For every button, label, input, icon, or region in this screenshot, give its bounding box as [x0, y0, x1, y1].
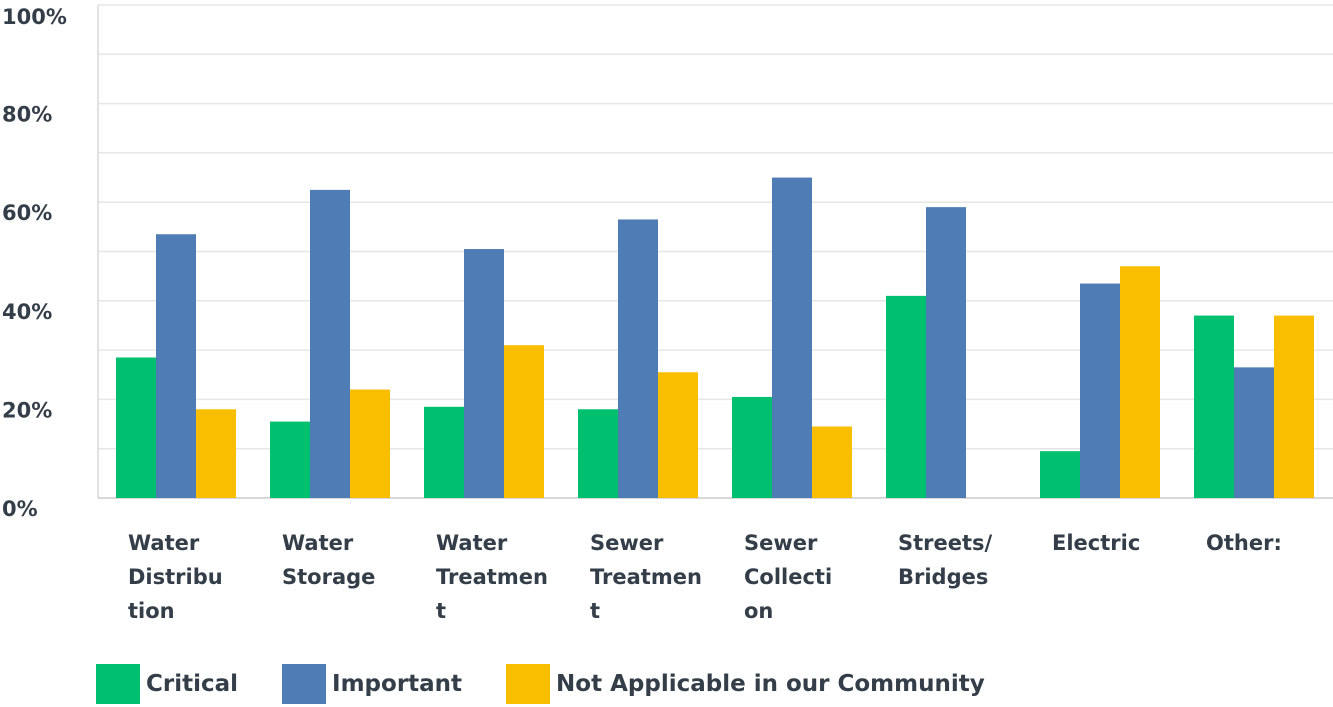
bar-important	[1080, 283, 1120, 498]
bar-chart-svg: 0%20%40%60%80%100%Water Distribu tionWater…	[2, 4, 1333, 623]
legend-swatch-important	[282, 664, 327, 704]
legend-label-important: Important	[332, 671, 463, 697]
bar-important	[1234, 367, 1274, 498]
bar-critical	[732, 396, 772, 498]
category-label: Water Treatmen t	[436, 531, 548, 623]
category-label: Streets/Bridges	[898, 531, 993, 589]
bar-critical	[578, 409, 618, 498]
category-label: Water Storage	[282, 531, 375, 589]
bar-not	[812, 426, 852, 498]
category-label-line: Other:	[1206, 531, 1282, 555]
category-label-line: Treatmen	[436, 565, 548, 589]
bar-critical	[116, 357, 156, 498]
category-label-line: t	[590, 599, 600, 623]
legend-swatch-critical	[96, 664, 140, 704]
category-label: Electric	[1052, 531, 1140, 555]
legend-item-critical: Critical	[96, 664, 238, 704]
bar-important	[618, 219, 658, 498]
y-tick-label: 40%	[2, 300, 52, 324]
y-tick-label: 100%	[2, 5, 67, 29]
bar-not	[196, 409, 236, 498]
bar-important	[156, 234, 196, 498]
legend-swatch-not-applicable	[506, 664, 551, 704]
category-label-line: Water	[436, 531, 508, 555]
bar-critical	[886, 295, 926, 498]
legend-item-not-applicable: Not Applicable in our Community	[506, 664, 985, 704]
category-label: Sewer Collecti on	[744, 531, 832, 623]
category-label-line: tion	[128, 599, 175, 623]
bar-not	[1120, 266, 1160, 498]
bar-not	[1274, 315, 1314, 498]
bar-important	[464, 249, 504, 498]
bar-important	[926, 207, 966, 498]
bar-not	[658, 372, 698, 498]
y-tick-label: 20%	[2, 398, 52, 422]
category-label-line: Water	[282, 531, 354, 555]
category-label-line: Bridges	[898, 565, 988, 589]
y-tick-label: 60%	[2, 201, 52, 225]
legend-label-critical: Critical	[146, 671, 239, 697]
bar-critical	[270, 421, 310, 498]
category-label-line: Water	[128, 531, 200, 555]
category-label: Water Distribu tion	[128, 531, 223, 623]
bar-not	[504, 345, 544, 498]
y-tick-label: 80%	[2, 103, 52, 127]
category-label-line: Sewer	[744, 531, 818, 555]
category-label: Sewer Treatmen t	[590, 531, 702, 623]
category-label: Other:	[1206, 531, 1282, 555]
bar-important	[772, 177, 812, 499]
category-label-line: t	[436, 599, 446, 623]
y-tick-label: 0%	[2, 497, 38, 521]
legend-item-important: Important	[282, 664, 462, 704]
bar-critical	[1194, 315, 1234, 498]
category-label-line: Distribu	[128, 565, 223, 589]
bar-not	[350, 389, 390, 498]
category-label-line: Sewer	[590, 531, 664, 555]
bar-critical	[1040, 451, 1080, 498]
category-label-line: Collecti	[744, 565, 832, 589]
legend: Critical Important Not Applicable in our…	[96, 664, 1029, 704]
category-label-line: Streets/	[898, 531, 993, 555]
bar-critical	[424, 406, 464, 498]
category-label-line: Treatmen	[590, 565, 702, 589]
category-label-line: Storage	[282, 565, 375, 589]
legend-label-not-applicable: Not Applicable in our Community	[556, 671, 985, 697]
bar-important	[310, 189, 350, 498]
category-label-line: on	[744, 599, 773, 623]
category-label-line: Electric	[1052, 531, 1140, 555]
